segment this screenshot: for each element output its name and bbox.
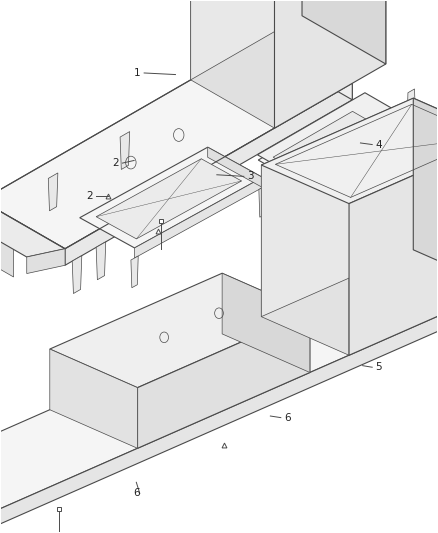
Polygon shape: [259, 185, 266, 217]
Polygon shape: [268, 35, 352, 100]
Polygon shape: [0, 265, 438, 517]
Polygon shape: [311, 133, 410, 200]
Polygon shape: [96, 242, 106, 280]
Text: 6: 6: [133, 488, 140, 498]
Polygon shape: [413, 98, 438, 288]
Polygon shape: [48, 173, 58, 211]
Polygon shape: [134, 177, 262, 258]
Text: 2: 2: [112, 158, 119, 168]
Polygon shape: [208, 147, 262, 188]
Polygon shape: [120, 132, 130, 169]
Text: 4: 4: [376, 140, 382, 150]
Polygon shape: [0, 217, 35, 244]
Polygon shape: [0, 35, 352, 249]
Polygon shape: [407, 89, 415, 122]
Polygon shape: [80, 147, 262, 248]
Polygon shape: [261, 165, 349, 356]
Polygon shape: [349, 137, 438, 356]
Text: 3: 3: [247, 172, 254, 181]
Text: 1: 1: [134, 68, 141, 78]
Polygon shape: [0, 200, 65, 257]
Polygon shape: [302, 0, 386, 64]
Text: 6: 6: [284, 413, 291, 423]
Polygon shape: [379, 265, 438, 319]
Polygon shape: [304, 119, 411, 191]
Polygon shape: [357, 103, 410, 143]
Polygon shape: [222, 273, 310, 373]
Polygon shape: [258, 103, 410, 191]
Polygon shape: [261, 98, 413, 317]
Polygon shape: [258, 93, 411, 182]
Polygon shape: [300, 151, 308, 184]
Polygon shape: [275, 0, 386, 128]
Polygon shape: [72, 256, 82, 294]
Polygon shape: [261, 98, 438, 204]
Polygon shape: [273, 111, 396, 182]
Polygon shape: [138, 312, 310, 448]
Polygon shape: [0, 230, 14, 277]
Polygon shape: [131, 256, 138, 288]
Polygon shape: [191, 0, 275, 128]
Polygon shape: [50, 273, 310, 387]
Text: 5: 5: [376, 362, 382, 372]
Polygon shape: [27, 249, 65, 273]
Polygon shape: [50, 349, 138, 448]
Polygon shape: [96, 159, 241, 239]
Text: 2: 2: [86, 191, 93, 201]
Polygon shape: [65, 83, 352, 265]
Polygon shape: [191, 0, 302, 80]
Polygon shape: [0, 304, 438, 532]
